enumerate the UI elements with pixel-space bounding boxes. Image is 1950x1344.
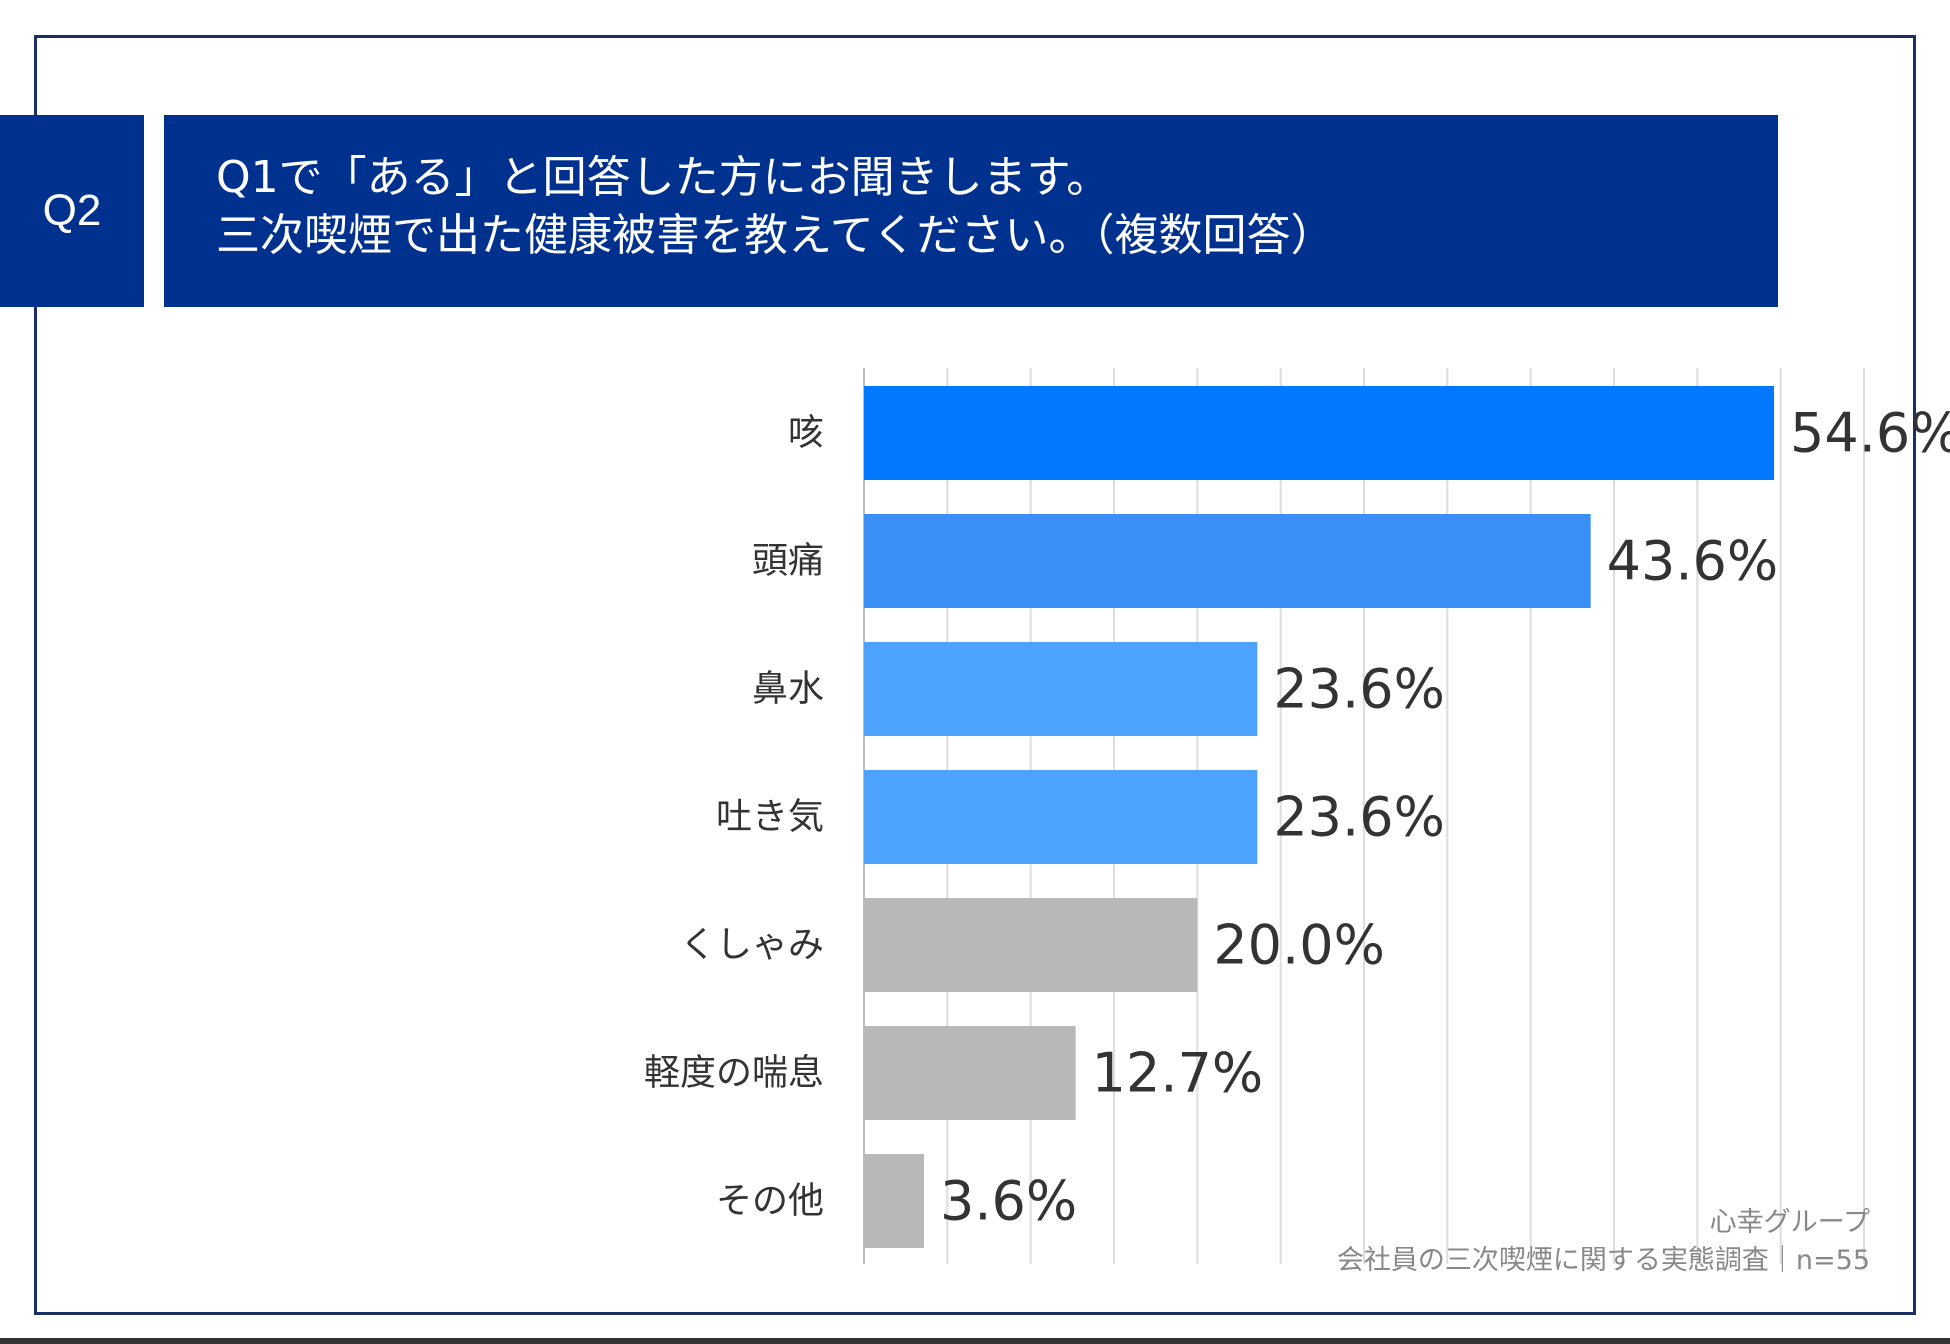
value-label: 3.6% xyxy=(940,1170,1077,1233)
bar-6 xyxy=(864,1026,1076,1120)
bottom-rule xyxy=(0,1338,1950,1344)
question-text-line-2: 三次喫煙で出た健康被害を教えてください。（複数回答） xyxy=(216,210,1335,261)
bar-2 xyxy=(864,514,1591,608)
category-label: 頭痛 xyxy=(752,541,824,582)
category-label: 鼻水 xyxy=(752,669,824,710)
category-label: その他 xyxy=(716,1181,824,1222)
value-label: 43.6% xyxy=(1607,530,1779,593)
category-label: 咳 xyxy=(788,413,824,454)
source-footer: 心幸グループ 会社員の三次喫煙に関する実態調査｜n=55 xyxy=(1337,1204,1870,1280)
labels: 咳 54.6% 頭痛 43.6% 鼻水 23.6% 吐き気 23.6% くしゃみ 20.0% 軽度の… xyxy=(644,402,1950,1233)
category-label: 軽度の喘息 xyxy=(644,1053,824,1094)
source-org: 心幸グループ xyxy=(1709,1207,1870,1238)
question-header: Q1で「ある」と回答した方にお聞きします。 三次喫煙で出た健康被害を教えてくださ… xyxy=(164,115,1778,307)
bar-5 xyxy=(864,898,1198,992)
bars xyxy=(864,386,1774,1248)
source-survey: 会社員の三次喫煙に関する実態調査｜n=55 xyxy=(1336,1245,1870,1276)
value-label: 20.0% xyxy=(1213,914,1385,977)
category-label: くしゃみ xyxy=(680,925,824,966)
bar-1 xyxy=(864,386,1774,480)
category-label: 吐き気 xyxy=(716,797,824,838)
value-label: 23.6% xyxy=(1273,786,1445,849)
chart-frame xyxy=(34,35,1916,1315)
bar-3 xyxy=(864,642,1258,736)
question-number-badge: Q2 xyxy=(0,115,144,307)
bar-4 xyxy=(864,770,1258,864)
value-label: 12.7% xyxy=(1092,1042,1264,1105)
value-label: 23.6% xyxy=(1273,658,1445,721)
value-label: 54.6% xyxy=(1790,402,1950,465)
question-text-line-1: Q1で「ある」と回答した方にお聞きします。 xyxy=(216,152,1111,203)
question-number: Q2 xyxy=(42,186,102,235)
bar-7 xyxy=(864,1154,924,1248)
